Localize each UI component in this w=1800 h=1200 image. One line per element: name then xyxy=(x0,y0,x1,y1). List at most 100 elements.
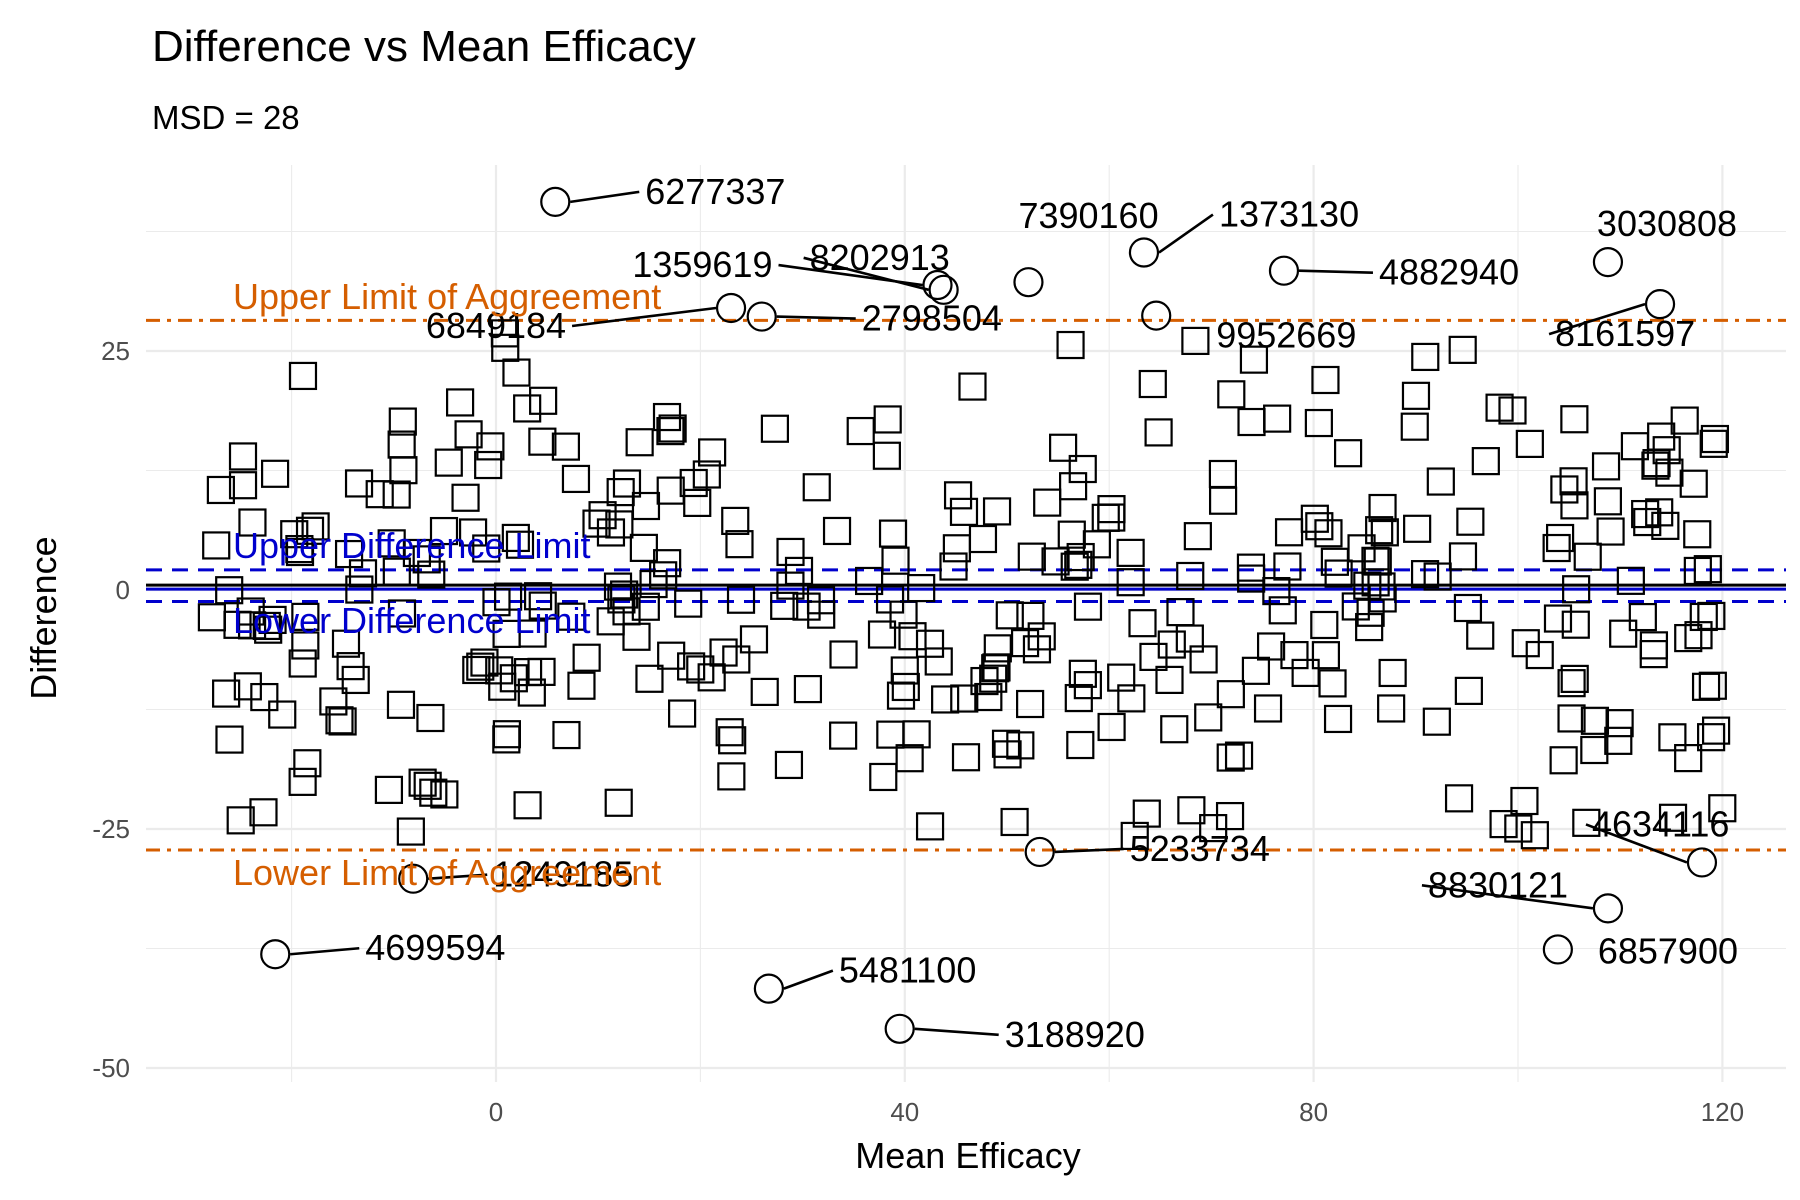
data-point xyxy=(528,591,557,620)
data-point xyxy=(829,721,858,750)
data-point xyxy=(657,641,686,670)
data-point xyxy=(739,625,769,654)
data-point xyxy=(656,417,685,446)
data-point xyxy=(612,597,641,626)
data-point xyxy=(1117,684,1146,713)
data-point xyxy=(1310,610,1339,640)
data-point xyxy=(1562,575,1591,604)
data-point xyxy=(258,605,287,635)
data-point xyxy=(776,571,805,600)
data-point xyxy=(1318,669,1347,698)
data-point xyxy=(1333,439,1363,468)
outlier-point xyxy=(1013,267,1044,298)
data-point xyxy=(238,508,267,537)
data-point xyxy=(252,611,281,641)
data-point xyxy=(1560,491,1589,520)
data-point xyxy=(873,405,902,434)
outlier-label: 3030808 xyxy=(1597,203,1737,244)
data-point xyxy=(1701,716,1731,745)
data-point xyxy=(683,488,712,518)
data-point xyxy=(983,634,1012,663)
outlier-label: 8161597 xyxy=(1555,313,1695,354)
data-point xyxy=(1120,821,1149,851)
data-point xyxy=(1216,680,1245,709)
data-point xyxy=(228,442,258,471)
data-point xyxy=(474,450,503,480)
data-point xyxy=(472,534,501,563)
data-point xyxy=(1194,703,1223,732)
lower-difference-label: Lower Difference Limit xyxy=(233,600,591,641)
data-point xyxy=(293,749,322,778)
outlier-point xyxy=(1644,289,1676,320)
outlier-point xyxy=(1128,237,1160,268)
data-point xyxy=(1543,604,1573,633)
data-point xyxy=(974,682,1003,712)
data-point xyxy=(1670,406,1699,435)
data-point xyxy=(715,718,744,747)
data-point xyxy=(1560,664,1589,694)
data-point xyxy=(1683,556,1712,586)
data-point xyxy=(1400,412,1429,441)
data-point xyxy=(1368,584,1397,613)
label-connector xyxy=(1054,847,1124,854)
data-point xyxy=(336,652,365,681)
data-point xyxy=(1410,560,1440,589)
data-point xyxy=(1256,632,1286,661)
data-point xyxy=(1157,630,1186,659)
outlier-point xyxy=(1141,300,1172,331)
data-point xyxy=(1674,744,1703,773)
data-point xyxy=(528,427,557,456)
data-point xyxy=(1426,467,1455,496)
data-point xyxy=(1572,808,1601,837)
data-point xyxy=(1471,447,1500,476)
data-point xyxy=(501,523,530,553)
data-point xyxy=(462,655,491,685)
data-point xyxy=(726,585,756,614)
label-connector xyxy=(1548,302,1646,336)
data-point xyxy=(417,560,446,589)
outlier-point xyxy=(1592,893,1624,924)
data-point xyxy=(387,599,417,628)
data-point xyxy=(1016,689,1045,719)
data-point xyxy=(979,664,1008,693)
upper-difference-label: Upper Difference Limit xyxy=(233,525,591,566)
data-point xyxy=(1655,458,1684,487)
data-point xyxy=(1697,601,1726,631)
data-point xyxy=(1593,487,1622,516)
outlier-label: 9952669 xyxy=(1216,315,1356,356)
data-point xyxy=(416,703,445,733)
x-tick-label: 0 xyxy=(489,1097,503,1127)
data-point xyxy=(876,720,905,749)
data-point xyxy=(523,582,553,611)
data-point xyxy=(1560,405,1589,434)
data-point xyxy=(466,652,495,681)
data-point xyxy=(1208,459,1238,489)
data-point xyxy=(491,333,520,362)
data-point xyxy=(557,602,586,631)
data-point xyxy=(212,679,241,708)
lower-agreement-label: Lower Limit of Aggreement xyxy=(233,852,661,893)
data-point xyxy=(889,600,918,629)
data-point xyxy=(1304,408,1333,438)
data-point xyxy=(288,767,317,796)
data-point xyxy=(1064,550,1093,579)
data-point xyxy=(898,622,927,651)
data-point xyxy=(1217,380,1246,409)
data-point xyxy=(1073,592,1103,621)
data-point xyxy=(1683,520,1712,549)
data-point xyxy=(1580,706,1610,735)
data-point xyxy=(490,319,519,348)
outlier-point xyxy=(1542,934,1573,965)
data-point xyxy=(1305,512,1334,541)
data-point xyxy=(412,545,441,574)
outlier-point xyxy=(746,301,777,332)
data-point xyxy=(215,576,244,605)
data-point xyxy=(1274,518,1304,547)
data-point xyxy=(1253,694,1283,723)
data-point xyxy=(1378,658,1407,688)
data-point xyxy=(1280,640,1309,670)
data-point xyxy=(572,643,601,672)
data-point xyxy=(1596,517,1625,546)
data-point xyxy=(1097,712,1126,742)
data-point xyxy=(1377,694,1406,723)
